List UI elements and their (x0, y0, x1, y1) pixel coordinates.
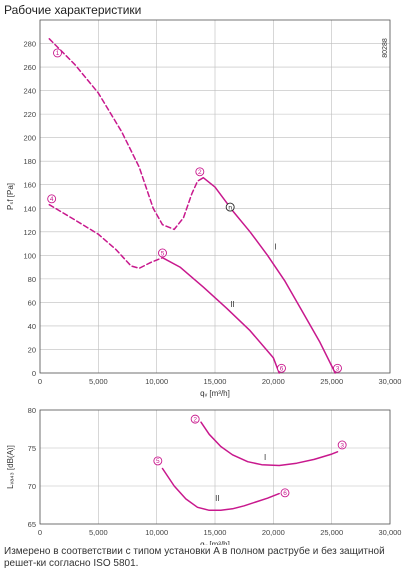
p-y-tick-label: 40 (28, 322, 36, 331)
p-y-tick-label: 200 (23, 134, 36, 143)
p-x-tick-label: 30,000 (379, 377, 402, 386)
p-plot-frame (39, 19, 391, 374)
p-y-tick-label: 100 (23, 251, 36, 260)
s-x-tick-label: 5,000 (89, 528, 108, 537)
s-y-tick-label: 65 (28, 520, 36, 529)
p-y-tick-label: 260 (23, 63, 36, 72)
pressure-chart: 0 5,000 10,000 15,000 20,000 25,000 30,000 0 20 4… (6, 19, 402, 398)
p-series-ii-solid-line (161, 256, 280, 374)
p-x-tick-label: 15,000 (204, 377, 227, 386)
p-y-axis-label: Pₛf [Pa] (6, 183, 15, 210)
sound-level-chart: 0 5,000 10,000 15,000 20,000 25,000 30,0006570… (6, 406, 401, 545)
operating-point-label: n (228, 204, 232, 211)
p-marker-label: 2 (198, 169, 202, 176)
s-marker-circle (280, 488, 290, 498)
s-y-tick-label: 80 (28, 406, 36, 415)
s-y-axis-label: Lᵥₐ₄₃ [dB(A)] (6, 445, 15, 489)
s-x-tick-label: 30,000 (379, 528, 402, 537)
p-y-tick-label: 20 (28, 345, 36, 354)
p-marker-label: 5 (161, 250, 165, 257)
p-y-tick-label: 240 (23, 87, 36, 96)
s-marker-label: 5 (156, 458, 160, 465)
s-curve-label: I (264, 453, 266, 462)
p-series-i-solid-line (202, 176, 336, 374)
p-x-tick-label: 20,000 (262, 377, 285, 386)
p-marker-circle (333, 363, 342, 373)
s-marker-label: 3 (340, 442, 344, 449)
p-x-tick-label: 5,000 (89, 377, 108, 386)
s-x-tick-label: 25,000 (320, 528, 343, 537)
p-marker-label: 3 (336, 366, 340, 373)
p-marker-label: 1 (56, 50, 60, 57)
s-x-tick-label: 10,000 (145, 528, 168, 537)
p-curve-label: I (275, 242, 277, 251)
operating-point-circle (225, 202, 235, 212)
p-y-tick-label: 160 (23, 181, 36, 190)
footnote: Измерено в соответствии с типом установк… (4, 546, 385, 569)
s-marker-label: 2 (193, 416, 197, 423)
p-marker-circle (47, 194, 57, 204)
p-y-tick-label: 180 (23, 157, 36, 166)
p-marker-circle (53, 48, 62, 58)
s-x-tick-label: 20,000 (262, 528, 285, 537)
s-marker-circle (190, 414, 200, 424)
s-marker-circle (153, 456, 163, 466)
p-x-tick-label: 10,000 (145, 377, 168, 386)
s-series-ii-solid-line (161, 467, 280, 512)
s-curve-label: II (215, 494, 219, 503)
p-marker-label: 4 (50, 196, 54, 203)
p-y-tick-label: 280 (23, 40, 36, 49)
p-series-ii-dashed-line (48, 203, 164, 270)
s-x-tick-label: 15,000 (204, 528, 227, 537)
s-x-tick-label: 0 (38, 528, 42, 537)
p-curve-label: II (230, 300, 234, 309)
p-x-tick-label: 25,000 (320, 377, 343, 386)
p-x-axis-label: qᵥ [m³/h] (200, 389, 230, 398)
p-marker-circle (158, 248, 167, 258)
p-marker-circle (195, 167, 205, 177)
s-marker-circle (337, 440, 347, 450)
s-marker-label: 6 (283, 490, 287, 497)
p-y-tick-label: 0 (32, 369, 36, 378)
s-plot-frame (39, 409, 391, 525)
p-y-tick-label: 60 (28, 298, 36, 307)
s-x-axis-label: qᵥ [m³/h] (200, 540, 230, 545)
s-y-tick-label: 75 (28, 444, 36, 453)
page-title: Рабочие характеристики (4, 3, 142, 17)
p-x-tick-label: 0 (38, 377, 42, 386)
p-y-tick-label: 80 (28, 275, 36, 284)
p-series-i-dashed-line (48, 38, 205, 231)
p-marker-label: 6 (280, 366, 284, 373)
chart-code-label: 80288 (382, 38, 389, 58)
p-y-tick-label: 120 (23, 228, 36, 237)
s-series-i-solid-line (200, 421, 339, 467)
charts-svg: 0 5,000 10,000 15,000 20,000 25,000 30,0000204… (6, 19, 402, 545)
s-y-tick-label: 70 (28, 482, 36, 491)
p-y-tick-label: 220 (23, 110, 36, 119)
p-y-tick-label: 140 (23, 204, 36, 213)
p-marker-circle (277, 363, 286, 373)
